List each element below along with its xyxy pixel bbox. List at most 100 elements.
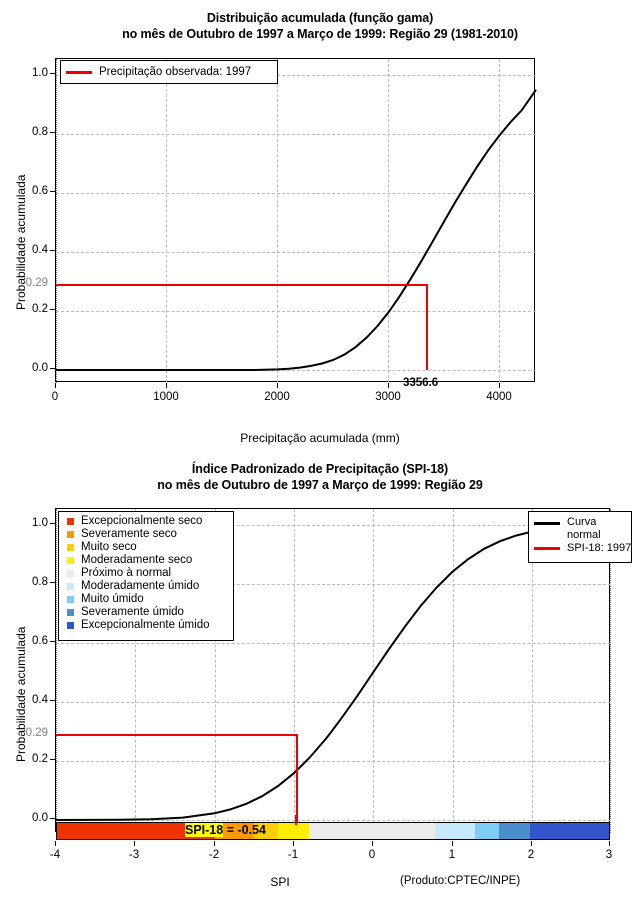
chart2-title-line2: no mês de Outubro de 1997 a Março de 199… xyxy=(157,478,483,492)
spi-bar-segment-0 xyxy=(57,823,215,839)
spi-category-legend-label: Moderadamente úmido xyxy=(81,580,200,592)
chart2-title-line1: Índice Padronizado de Precipitação (SPI-… xyxy=(191,462,449,476)
spi-category-legend-label: Muito seco xyxy=(81,541,137,553)
chart1-hgrid-0.0 xyxy=(56,370,536,371)
chart1-xtick-3000: 3000 xyxy=(375,391,401,403)
chart2-xtick--2: -2 xyxy=(208,849,220,861)
chart1-hgrid-0.6 xyxy=(56,193,536,194)
chart2-legend-spi-label: SPI-18: 1997 xyxy=(567,541,632,554)
chart1-hgrid-0.2 xyxy=(56,311,536,312)
spi-category-legend-item-2: Muito seco xyxy=(64,541,228,554)
chart2-hgrid-0.8 xyxy=(56,584,611,585)
chart1-ytick-0.8: 0.8 xyxy=(32,126,48,138)
spi-category-legend-item-0: Excepcionalmente seco xyxy=(64,515,228,528)
category-swatch-icon xyxy=(67,557,74,564)
chart1-xtickmark-3000 xyxy=(388,383,389,388)
chart2-xtick-1: 1 xyxy=(448,849,456,861)
category-swatch-icon xyxy=(67,622,74,629)
chart2-legend-curve-l2: normal xyxy=(567,529,601,541)
chart1-xtick-2000: 2000 xyxy=(264,391,290,403)
chart2-ytick-0.4: 0.4 xyxy=(32,694,48,706)
chart1-marker-horizontal xyxy=(56,284,428,286)
chart2-xtickmark-2 xyxy=(531,841,532,846)
chart1-ytickmark-1.0 xyxy=(50,73,55,74)
chart1-x-axis-label: Precipitação acumulada (mm) xyxy=(240,431,400,445)
category-swatch-icon xyxy=(67,570,74,577)
chart1-hgrid-1.0 xyxy=(56,75,536,76)
spi-bar-segment-1 xyxy=(214,823,255,839)
spi-category-legend-item-8: Excepcionalmente úmido xyxy=(64,619,228,632)
chart1-vgrid-3000 xyxy=(388,59,389,383)
chart1-gamma-curve xyxy=(56,89,537,371)
chart1-legend-label: Precipitação observada: 1997 xyxy=(99,65,252,78)
category-swatch-icon xyxy=(67,531,74,538)
chart2-marker-bar-tick xyxy=(295,815,297,825)
chart1-legend-item-observed: Precipitação observada: 1997 xyxy=(66,64,272,80)
chart1-hgrid-0.4 xyxy=(56,252,536,253)
chart2-xtick-3: 3 xyxy=(605,849,613,861)
line-swatch-icon xyxy=(534,522,560,525)
spi-bar-segment-5 xyxy=(435,823,475,839)
chart1-ytick-0.2: 0.2 xyxy=(32,303,48,315)
chart2-legend-item-spi: SPI-18: 1997 xyxy=(534,541,631,555)
chart1-title-line1: Distribuição acumulada (função gama) xyxy=(206,11,434,25)
chart2-marker-horizontal xyxy=(56,734,298,736)
chart2-xtick--3: -3 xyxy=(128,849,140,861)
chart1-marker-vertical xyxy=(426,284,428,370)
chart2-xtickmark-3 xyxy=(609,841,610,846)
producer-credit: (Produto:CPTEC/INPE) xyxy=(400,875,521,887)
line-swatch-icon xyxy=(66,70,92,74)
spi-bar-segment-2 xyxy=(254,823,278,839)
chart2-vgrid-3 xyxy=(610,509,611,833)
chart2-ytickmark-1.0 xyxy=(50,523,55,524)
chart2-ytick-0.2: 0.2 xyxy=(32,753,48,765)
chart1-ytick-1.0: 1.0 xyxy=(32,67,48,79)
spi-bar-segment-8 xyxy=(530,823,609,839)
chart1-legend: Precipitação observada: 1997 xyxy=(60,60,278,84)
chart1-ytick-highlight-0.29: 0.29 xyxy=(25,277,48,289)
chart2-ytick-0.8: 0.8 xyxy=(32,576,48,588)
chart2-xtickmark--2 xyxy=(214,841,215,846)
spi-category-legend-label: Excepcionalmente úmido xyxy=(81,619,210,631)
chart2-ytick-0.6: 0.6 xyxy=(32,635,48,647)
category-swatch-icon xyxy=(67,518,74,525)
chart2-vgrid--3 xyxy=(135,509,136,833)
chart2-hgrid-0.0 xyxy=(56,820,611,821)
category-swatch-icon xyxy=(67,583,74,590)
chart2-ytick-highlight-0.29: 0.29 xyxy=(25,727,48,739)
chart1-xtick-0: 0 xyxy=(51,391,59,403)
spi-category-legend-label: Muito úmido xyxy=(81,593,144,605)
category-swatch-icon xyxy=(67,609,74,616)
chart2-vgrid-2 xyxy=(532,509,533,833)
chart1-title-line2: no mês de Outubro de 1997 a Março de 199… xyxy=(122,27,518,41)
chart1-xtickmark-1000 xyxy=(166,383,167,388)
chart2-ytick-1.0: 1.0 xyxy=(32,517,48,529)
spi-annotation-highlighted: SPI-18 xyxy=(185,823,224,837)
spi-category-legend-label: Severamente seco xyxy=(81,528,177,540)
spi-bar-segment-7 xyxy=(498,823,531,839)
chart2-xtickmark-0 xyxy=(372,841,373,846)
chart1-xtick-4000: 4000 xyxy=(486,391,512,403)
chart2-xtickmark--1 xyxy=(293,841,294,846)
spi-classification-bar xyxy=(56,822,610,840)
spi-category-legend-item-5: Moderadamente úmido xyxy=(64,580,228,593)
chart1-xtickmark-4000 xyxy=(499,383,500,388)
chart2-hgrid-0.6 xyxy=(56,643,611,644)
chart2-vgrid-1 xyxy=(453,509,454,833)
chart2-hgrid-0.4 xyxy=(56,702,611,703)
chart2-ytickmark-0.6 xyxy=(50,641,55,642)
chart2-xtick--4: -4 xyxy=(49,849,61,861)
chart1-xtickmark-2000 xyxy=(277,383,278,388)
chart2-xtickmark-1 xyxy=(452,841,453,846)
chart2-hgrid-0.2 xyxy=(56,761,611,762)
chart1-ytick-0.4: 0.4 xyxy=(32,244,48,256)
chart2-x-axis-label: SPI xyxy=(270,875,290,889)
spi-category-legend-item-1: Severamente seco xyxy=(64,528,228,541)
chart1-vgrid-4000 xyxy=(499,59,500,383)
chart2-normal-curve xyxy=(55,524,612,821)
chart1-ytick-0.6: 0.6 xyxy=(32,185,48,197)
chart1-vgrid-2000 xyxy=(277,59,278,383)
chart1-marker-value-label: 3356.6 xyxy=(403,377,439,389)
chart1-ytickmark-0.2 xyxy=(50,309,55,310)
